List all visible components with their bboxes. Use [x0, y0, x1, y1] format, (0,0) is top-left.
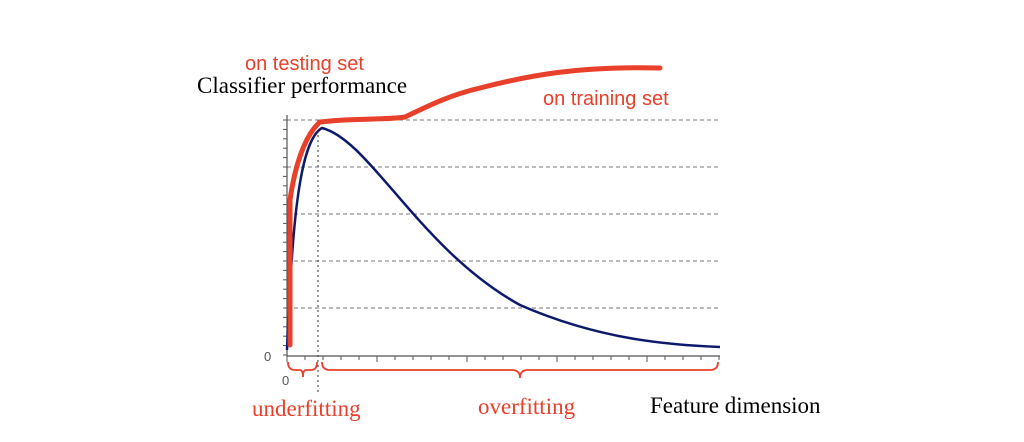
y-label: Classifier performance [197, 73, 407, 98]
underfit-bracket [287, 361, 318, 378]
annotation: underfitting [252, 396, 361, 421]
x-origin: 0 [282, 373, 289, 388]
overfit-bracket [321, 361, 719, 379]
grid [287, 119, 720, 309]
annotation: on testing set [245, 53, 364, 75]
test-curve [285, 126, 721, 351]
ticks [283, 119, 720, 362]
annotation: on training set [543, 88, 669, 110]
y-origin: 0 [264, 349, 271, 364]
x-label: Feature dimension [650, 393, 821, 418]
annotation: overfitting [478, 394, 576, 419]
brackets [287, 361, 719, 379]
axes [286, 115, 720, 357]
train-curve [287, 65, 663, 348]
